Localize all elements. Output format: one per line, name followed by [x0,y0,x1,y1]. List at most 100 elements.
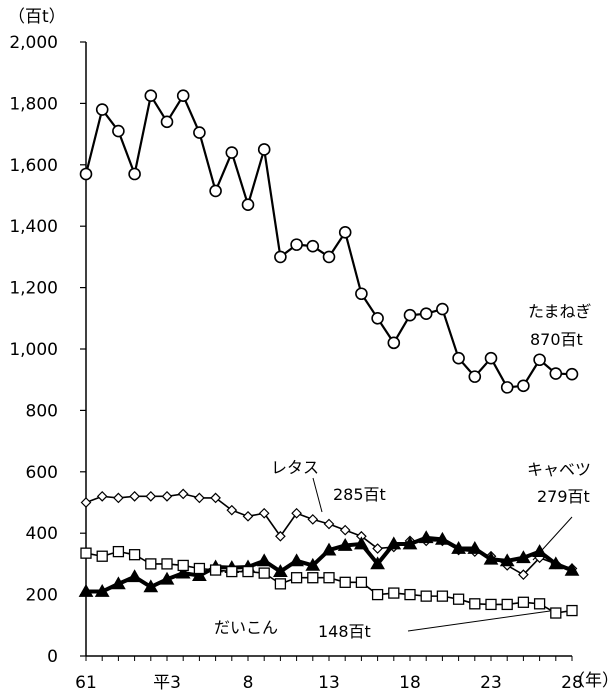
data-point-diamond [145,491,157,502]
data-point-triangle [143,579,159,593]
data-point-square [290,572,303,584]
y-axis-unit-label: （百t） [8,7,66,27]
data-point-triangle [532,544,547,557]
data-point-diamond [275,530,286,542]
data-point-triangle [305,557,321,571]
data-point-square [242,565,254,578]
data-point-square [258,567,270,579]
y-tick-label: 1,000 [9,340,58,360]
data-point-square [452,593,465,605]
data-point-diamond [372,543,383,554]
data-point-circle [79,167,93,181]
data-point-circle [452,351,465,365]
data-point-diamond [518,569,529,580]
data-point-circle [95,103,109,116]
data-point-square [533,598,546,610]
data-point-square [323,572,335,584]
data-point-triangle [418,530,434,544]
data-point-square [566,604,578,617]
annotation-lettuce-name: レタス [271,458,319,477]
data-point-circle [403,308,417,322]
data-point-diamond [307,514,319,525]
data-point-circle [128,167,141,181]
data-point-triangle [192,568,207,581]
data-point-square [226,565,238,578]
data-point-circle [160,115,174,129]
x-tick-label: 18 [399,673,421,693]
series-line-diamond [85,493,573,576]
data-point-square [193,562,206,575]
y-axis-ticks: 0 200 400 600 800 1,000 1,200 1,400 1,600 1,800 2,… [9,33,86,667]
data-point-diamond [194,492,205,504]
annotation-daikon-leader [407,610,551,632]
data-point-square [420,590,432,602]
series-layer [78,89,580,619]
annotation-lettuce-value: 285百t [333,485,386,504]
data-point-triangle [564,562,580,576]
data-point-square [404,588,416,601]
y-tick-label: 1,400 [9,217,58,237]
data-point-diamond [242,510,254,522]
data-point-circle [355,287,368,301]
data-point-diamond [291,507,302,519]
data-point-diamond [226,504,238,516]
data-point-square [96,550,108,562]
annotation-daikon-name: だいこん [214,618,278,637]
data-point-triangle [451,541,466,554]
data-point-circle [290,238,303,251]
data-point-circle [225,146,239,159]
y-tick-label: 2,000 [9,33,58,53]
annotation-tamanegi-name: たまねぎ [528,302,592,321]
annotation-cabbage-leader [532,516,573,561]
series-line-circle [84,94,573,389]
data-point-triangle [78,584,94,597]
x-tick-label: 13 [318,673,340,693]
y-tick-label: 1,200 [9,279,58,299]
data-point-circle [371,311,384,325]
data-point-circle [500,381,514,394]
data-point-triangle [94,584,110,597]
data-point-diamond [113,492,124,504]
data-point-square [339,576,351,588]
x-axis-unit-label: （年） [568,671,611,691]
data-point-triangle [499,553,515,567]
annotation-daikon-value: 148百t [318,622,371,641]
data-point-diamond [96,491,108,502]
data-point-square [371,588,384,601]
data-point-triangle [467,541,483,554]
data-point-diamond [339,524,351,536]
data-point-square [112,545,125,558]
data-point-diamond [161,491,173,502]
x-axis-ticks: 61 平3 8 13 18 23 28 [75,656,583,693]
data-point-circle [144,89,158,103]
data-point-triangle [127,569,142,583]
data-point-circle [387,336,401,350]
data-point-square [145,558,157,570]
series-circle [79,89,579,394]
data-point-triangle [159,571,175,585]
y-tick-label: 1,800 [9,94,58,114]
data-point-triangle [435,531,450,545]
data-point-diamond [323,518,335,530]
data-point-diamond [210,492,221,504]
data-point-square [274,578,287,590]
annotation-cabbage-name: キャベツ [527,460,591,479]
data-point-circle [193,126,206,139]
data-point-circle [565,367,579,381]
data-point-circle [241,198,255,212]
data-point-square [307,572,319,584]
y-tick-label: 600 [26,463,58,483]
x-tick-label: 23 [480,673,502,693]
data-point-square [128,549,141,561]
data-point-diamond [177,488,189,500]
data-point-circle [549,367,563,380]
data-point-circle [176,89,190,103]
y-tick-label: 400 [26,524,58,544]
data-point-circle [436,302,449,316]
data-point-square [436,590,449,602]
data-point-square [517,596,530,608]
data-point-circle [306,239,320,253]
annotation-cabbage-value: 279百t [537,487,590,506]
data-point-triangle [386,536,402,550]
data-point-square [161,558,173,570]
